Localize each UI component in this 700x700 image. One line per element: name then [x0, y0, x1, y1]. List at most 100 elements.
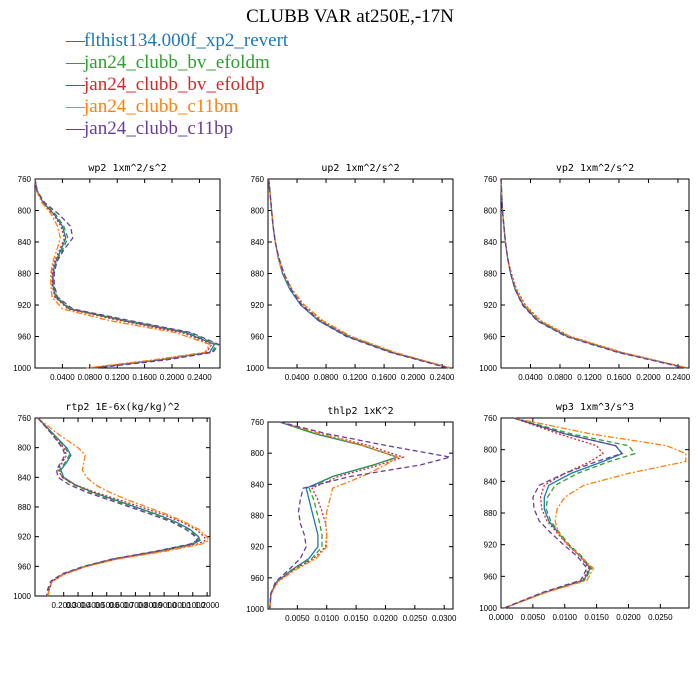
x-tick-label: 0.0400: [518, 373, 543, 382]
legend-label: jan24_clubb_bv_efoldm: [84, 52, 270, 73]
y-tick-label: 880: [18, 270, 32, 279]
series-line: [503, 417, 624, 609]
x-tick-label: 1.1000: [181, 601, 206, 610]
y-tick-label: 800: [18, 444, 32, 453]
panel-title: wp2 1xm^2/s^2: [88, 163, 166, 174]
chart-panel: up2 1xm^2/s^2 760 800 840 880 920 960 1000 0.040…: [246, 163, 455, 382]
y-tick-label: 880: [251, 512, 265, 521]
x-tick-label: 1.0000: [166, 601, 191, 610]
panel-title: vp2 1xm^2/s^2: [556, 163, 634, 174]
series-line: [269, 421, 400, 610]
x-tick-label: 0.0000: [489, 613, 514, 622]
x-tick-label: 0.0150: [584, 613, 609, 622]
y-tick-label: 960: [484, 333, 498, 342]
y-tick-label: 880: [18, 503, 32, 512]
x-tick-label: 0.2000: [636, 373, 661, 382]
y-tick-label: 960: [484, 572, 498, 581]
y-tick-label: 960: [251, 574, 265, 583]
series-line: [34, 178, 211, 369]
y-tick-label: 760: [18, 414, 32, 423]
y-tick-label: 800: [251, 449, 265, 458]
x-tick-label: 0.0200: [373, 614, 398, 623]
series-line: [34, 178, 218, 369]
series-line: [269, 421, 399, 610]
x-tick-label: 0.1600: [132, 373, 157, 382]
x-tick-label: 0.7000: [123, 601, 148, 610]
y-tick-label: 920: [18, 301, 32, 310]
x-tick-label: 0.5000: [94, 601, 119, 610]
legend-label: jan24_clubb_bv_efoldp: [84, 74, 265, 95]
y-tick-label: 760: [251, 175, 265, 184]
x-tick-label: 0.0100: [552, 613, 577, 622]
series-line: [34, 178, 216, 369]
legend-line-marker: —: [66, 118, 85, 139]
plot-frame: [500, 417, 690, 609]
x-tick-label: 0.0800: [548, 373, 573, 382]
series-line: [500, 178, 687, 369]
y-tick-label: 920: [484, 301, 498, 310]
y-tick-label: 800: [484, 446, 498, 455]
series-line: [503, 417, 604, 609]
x-tick-label: 0.4000: [80, 601, 105, 610]
series-line: [269, 421, 451, 610]
x-tick-label: 1.2000: [195, 601, 220, 610]
x-tick-label: 0.2400: [187, 373, 212, 382]
series-line: [37, 417, 210, 597]
legend-label: jan24_clubb_c11bm: [84, 96, 239, 117]
legend-line-marker: —: [66, 96, 85, 117]
y-tick-label: 880: [251, 270, 265, 279]
x-tick-label: 0.1600: [607, 373, 632, 382]
legend-entry: —flthist134.000f_xp2_revert: [66, 30, 288, 52]
panel-title: wp3 1xm^3/s^3: [556, 402, 634, 413]
y-tick-label: 800: [18, 207, 32, 216]
chart-title: CLUBB VAR at250E,-17N: [246, 6, 454, 27]
y-tick-label: 880: [484, 509, 498, 518]
legend-line-marker: —: [66, 30, 85, 51]
panel-title: thlp2 1xK^2: [327, 406, 393, 417]
plot-frame: [500, 178, 690, 369]
y-tick-label: 1000: [246, 605, 264, 614]
series-line: [500, 178, 687, 369]
legend-entry: —jan24_clubb_bv_efoldm: [66, 52, 288, 74]
legend-label: jan24_clubb_c11bp: [84, 118, 234, 139]
y-tick-label: 1000: [479, 604, 497, 613]
series-line: [500, 178, 686, 369]
x-tick-label: 0.2000: [51, 601, 76, 610]
x-tick-label: 0.0200: [616, 613, 641, 622]
series-line: [268, 178, 449, 369]
y-tick-label: 840: [18, 238, 32, 247]
chart-panel: wp2 1xm^2/s^2 760 800 840 880 920 960 1000 0.040…: [13, 163, 221, 382]
x-tick-label: 0.0400: [285, 373, 310, 382]
y-tick-label: 960: [18, 562, 32, 571]
y-tick-label: 920: [18, 533, 32, 542]
y-tick-label: 920: [484, 541, 498, 550]
y-tick-label: 760: [18, 175, 32, 184]
chart-panel: wp3 1xm^3/s^3 760 800 840 880 920 960 10000.000…: [479, 402, 690, 622]
y-tick-label: 840: [251, 238, 265, 247]
x-tick-label: 0.2000: [160, 373, 185, 382]
x-tick-label: 0.0050: [521, 613, 546, 622]
chart-panel: thlp2 1xK^2 760 800 840 880 920 960 1000 0.0050 0…: [246, 406, 457, 623]
x-tick-label: 0.1600: [372, 373, 397, 382]
x-tick-label: 0.0100: [314, 614, 339, 623]
x-tick-label: 0.0250: [648, 613, 673, 622]
x-tick-label: 0.2400: [666, 373, 691, 382]
y-tick-label: 960: [18, 333, 32, 342]
plot-frame: [34, 178, 221, 369]
y-tick-label: 1000: [13, 364, 31, 373]
x-tick-label: 0.0800: [78, 373, 103, 382]
x-tick-label: 0.2000: [401, 373, 426, 382]
x-tick-label: 0.0800: [314, 373, 339, 382]
plot-frame: [34, 417, 211, 597]
y-tick-label: 880: [484, 270, 498, 279]
series-line: [503, 417, 687, 609]
x-tick-label: 0.3000: [66, 601, 91, 610]
x-tick-label: 0.0300: [432, 614, 457, 623]
series-line: [269, 421, 400, 610]
y-tick-label: 960: [251, 333, 265, 342]
chart-panel: rtp2 1E-6x(kg/kg)^2 760 800 840 880 920 960 100…: [13, 402, 220, 610]
x-tick-label: 0.9000: [152, 601, 177, 610]
y-tick-label: 760: [251, 418, 265, 427]
x-tick-label: 0.1200: [577, 373, 602, 382]
